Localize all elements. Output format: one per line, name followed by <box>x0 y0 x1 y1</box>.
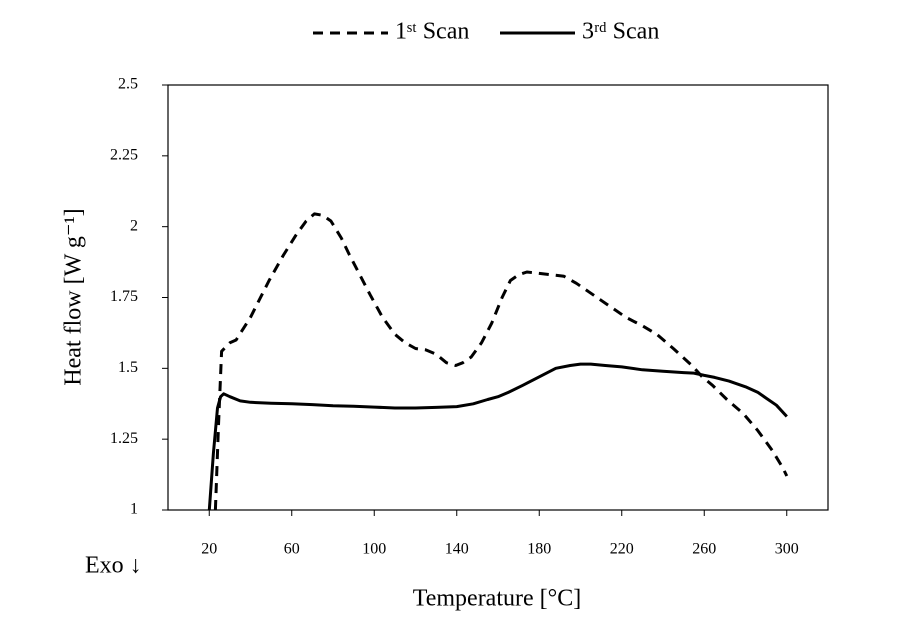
y-axis-label: Heat flow [W g⁻¹] <box>61 208 87 385</box>
y-tick-label: 2 <box>130 217 138 234</box>
plot-frame <box>167 84 829 511</box>
y-tick-label: 2.25 <box>110 147 138 164</box>
y-tick-label: 1.5 <box>118 359 138 376</box>
x-tick-label: 180 <box>527 541 551 558</box>
y-tick-label: 1.75 <box>110 288 138 305</box>
annotation: Exo ↓ <box>85 553 142 579</box>
y-tick-label: 1.25 <box>110 430 138 447</box>
legend-label: 1ˢᵗ Scan <box>395 19 469 45</box>
data-line <box>207 362 788 511</box>
x-axis-label: Temperature [°C] <box>413 586 582 612</box>
legend-label: 3ʳᵈ Scan <box>582 19 659 45</box>
x-tick-label: 140 <box>445 541 469 558</box>
y-tick-label: 2.5 <box>118 76 138 93</box>
x-tick-label: 300 <box>775 541 799 558</box>
x-tick-label: 260 <box>692 541 716 558</box>
y-tick-label: 1 <box>130 501 138 518</box>
data-line <box>213 212 789 511</box>
x-tick-label: 100 <box>362 541 386 558</box>
x-tick-label: 60 <box>284 541 300 558</box>
x-tick-label: 20 <box>201 541 217 558</box>
x-tick-label: 220 <box>610 541 634 558</box>
